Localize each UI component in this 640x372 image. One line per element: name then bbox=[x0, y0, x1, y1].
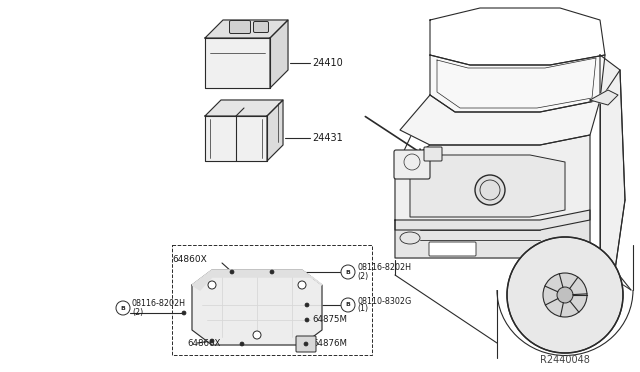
Circle shape bbox=[543, 273, 587, 317]
Text: B: B bbox=[346, 269, 351, 275]
Circle shape bbox=[230, 270, 234, 274]
Circle shape bbox=[298, 281, 306, 289]
Polygon shape bbox=[430, 55, 605, 112]
Polygon shape bbox=[410, 155, 565, 217]
Polygon shape bbox=[395, 210, 590, 258]
Circle shape bbox=[341, 298, 355, 312]
Circle shape bbox=[210, 339, 214, 343]
FancyBboxPatch shape bbox=[429, 242, 476, 256]
Text: 08110-8302G: 08110-8302G bbox=[357, 296, 412, 305]
Circle shape bbox=[475, 175, 505, 205]
Circle shape bbox=[304, 342, 308, 346]
Polygon shape bbox=[192, 270, 322, 345]
Polygon shape bbox=[270, 20, 288, 88]
Circle shape bbox=[557, 287, 573, 303]
Circle shape bbox=[270, 270, 274, 274]
Polygon shape bbox=[600, 55, 625, 280]
Text: 64875M: 64875M bbox=[312, 315, 347, 324]
Circle shape bbox=[305, 303, 309, 307]
Text: 64860X: 64860X bbox=[172, 256, 207, 264]
Text: B: B bbox=[346, 302, 351, 308]
Text: 08116-8202H: 08116-8202H bbox=[132, 299, 186, 308]
Circle shape bbox=[116, 301, 130, 315]
Text: (1): (1) bbox=[357, 305, 368, 314]
Text: 24410: 24410 bbox=[312, 58, 343, 68]
Text: 64866X: 64866X bbox=[187, 339, 220, 347]
Text: 64876M: 64876M bbox=[312, 340, 347, 349]
Polygon shape bbox=[430, 8, 605, 65]
Polygon shape bbox=[205, 116, 267, 161]
Circle shape bbox=[182, 311, 186, 315]
FancyBboxPatch shape bbox=[253, 22, 269, 32]
Polygon shape bbox=[400, 95, 600, 145]
Polygon shape bbox=[192, 270, 322, 290]
FancyBboxPatch shape bbox=[296, 336, 316, 352]
Polygon shape bbox=[267, 100, 283, 161]
Text: R2440048: R2440048 bbox=[540, 355, 590, 365]
Circle shape bbox=[240, 342, 244, 346]
Text: 24431: 24431 bbox=[312, 133, 343, 143]
Circle shape bbox=[208, 281, 216, 289]
Circle shape bbox=[253, 331, 261, 339]
Circle shape bbox=[341, 265, 355, 279]
Polygon shape bbox=[590, 90, 618, 105]
Text: (2): (2) bbox=[132, 308, 143, 317]
Polygon shape bbox=[205, 20, 288, 38]
Polygon shape bbox=[205, 100, 283, 116]
Text: 08116-8202H: 08116-8202H bbox=[357, 263, 411, 273]
FancyBboxPatch shape bbox=[424, 147, 442, 161]
Text: (2): (2) bbox=[357, 272, 368, 280]
Circle shape bbox=[507, 237, 623, 353]
Text: B: B bbox=[120, 305, 125, 311]
FancyBboxPatch shape bbox=[230, 20, 250, 33]
Bar bbox=[172, 245, 372, 355]
FancyBboxPatch shape bbox=[394, 150, 430, 179]
Circle shape bbox=[305, 318, 309, 322]
Polygon shape bbox=[395, 135, 590, 230]
Polygon shape bbox=[205, 38, 270, 88]
